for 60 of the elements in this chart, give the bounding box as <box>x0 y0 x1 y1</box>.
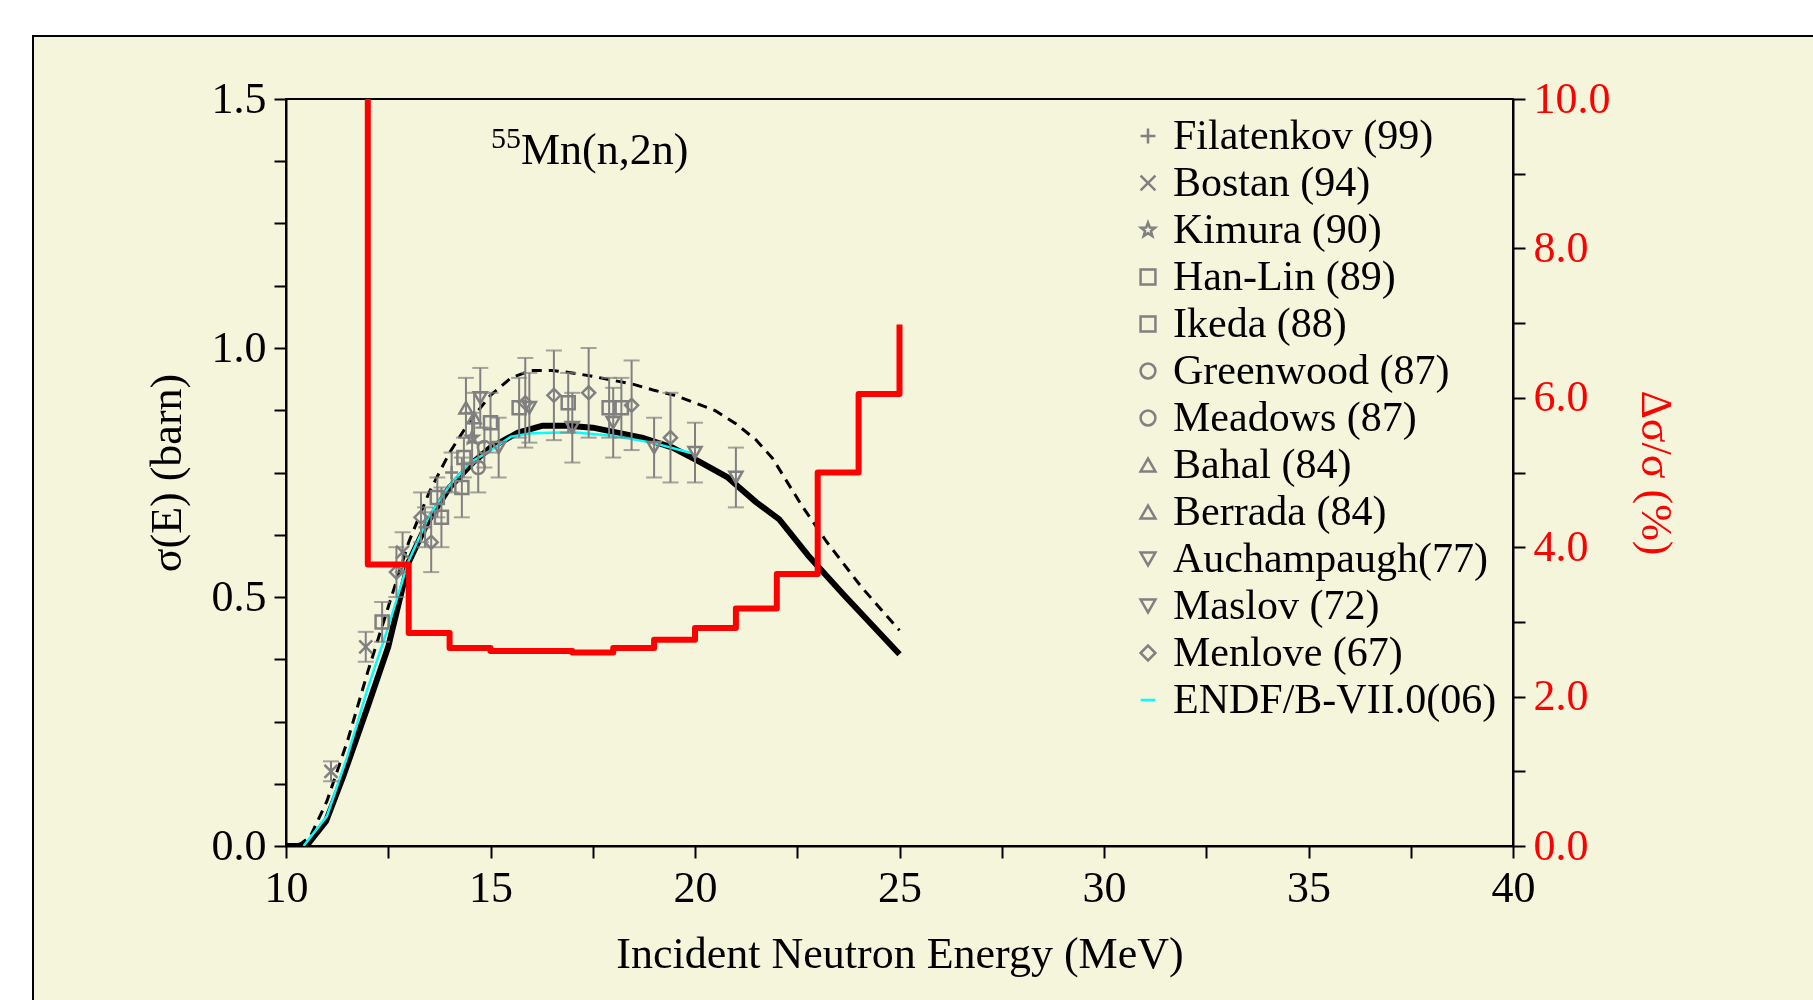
legend-label: Han-Lin (89) <box>1173 253 1396 300</box>
y-tick-label: 0.5 <box>211 571 267 621</box>
point <box>476 439 493 456</box>
point <box>429 489 446 506</box>
point <box>472 390 489 405</box>
point <box>462 429 482 446</box>
point <box>613 399 630 416</box>
x-tick-label: 20 <box>673 862 718 912</box>
y2-tick-label: 4.0 <box>1533 521 1589 571</box>
point <box>521 400 538 415</box>
legend-label: Meadows (87) <box>1173 394 1417 441</box>
point <box>687 445 703 460</box>
point <box>511 399 527 416</box>
x-tick-label: 10 <box>264 862 309 912</box>
point <box>546 387 562 404</box>
legend-label: Kimura (90) <box>1173 206 1382 253</box>
point <box>454 479 470 496</box>
x-tick-label: 40 <box>1491 862 1536 912</box>
x-axis-title: Incident Neutron Energy (MeV) <box>616 928 1184 978</box>
legend-label: Menlove (67) <box>1173 629 1403 676</box>
y-tick-label: 1.0 <box>211 322 267 372</box>
point <box>580 385 597 401</box>
point <box>458 400 474 415</box>
point <box>662 429 679 446</box>
point <box>433 509 450 526</box>
x-tick-label: 35 <box>1287 862 1331 912</box>
y2-tick-label: 10.0 <box>1533 73 1611 123</box>
y2-axis-title: Δσ/σ (%) <box>1631 390 1681 556</box>
point <box>357 639 374 655</box>
y2-tick-label: 2.0 <box>1533 671 1589 721</box>
x-tick-label: 30 <box>1082 862 1127 912</box>
legend-label: Auchampaugh(77) <box>1173 535 1488 582</box>
point <box>490 440 507 455</box>
legend-label: Bostan (94) <box>1173 159 1371 206</box>
point <box>728 470 744 485</box>
legend-label: ENDF/B-VII.0(06) <box>1173 676 1497 723</box>
point <box>646 440 662 455</box>
y2-tick-label: 8.0 <box>1533 222 1589 272</box>
x-tick-label: 15 <box>469 862 513 912</box>
legend-label: Maslov (72) <box>1173 582 1380 629</box>
legend-label: Filatenkov (99) <box>1173 112 1434 159</box>
y2-tick-label: 6.0 <box>1533 372 1589 422</box>
point <box>482 414 499 431</box>
legend-label: Greenwood (87) <box>1173 347 1450 394</box>
x-tick-label: 25 <box>878 862 922 912</box>
legend-label: Bahal (84) <box>1173 441 1352 488</box>
y-tick-label: 0.0 <box>211 820 267 870</box>
y-tick-label: 1.5 <box>211 73 267 123</box>
point <box>374 614 390 630</box>
point <box>564 420 581 435</box>
point <box>466 410 482 425</box>
point <box>601 399 617 416</box>
legend-label: Berrada (84) <box>1173 488 1387 535</box>
legend-label: Ikeda (88) <box>1173 300 1347 347</box>
text: $^{55}$Mn(n,2n) <box>490 121 689 176</box>
y2-tick-label: 0.0 <box>1533 820 1589 870</box>
y-axis-title: σ(E) (barn) <box>141 373 191 573</box>
point <box>456 449 472 466</box>
point <box>560 395 576 411</box>
point <box>605 415 621 430</box>
